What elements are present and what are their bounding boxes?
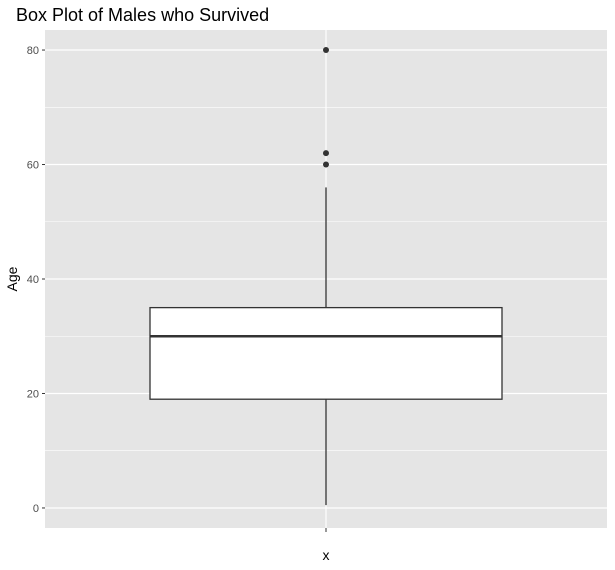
box-iqr — [149, 306, 503, 400]
x-axis-label: x — [323, 547, 330, 563]
y-axis-label: Age — [4, 266, 20, 291]
boxplot — [149, 47, 503, 506]
y-tick-label: 60 — [27, 160, 39, 172]
outlier-point — [323, 47, 329, 54]
outlier-point — [323, 161, 329, 168]
y-tick-label: 20 — [27, 388, 39, 400]
y-tick-label: 0 — [33, 503, 39, 515]
y-axis-ticks: 0 20 40 60 80 — [27, 45, 45, 515]
y-tick-label: 40 — [27, 274, 39, 286]
outlier-point — [323, 150, 329, 157]
chart-title: Box Plot of Males who Survived — [16, 5, 269, 25]
y-tick-label: 80 — [27, 45, 39, 57]
